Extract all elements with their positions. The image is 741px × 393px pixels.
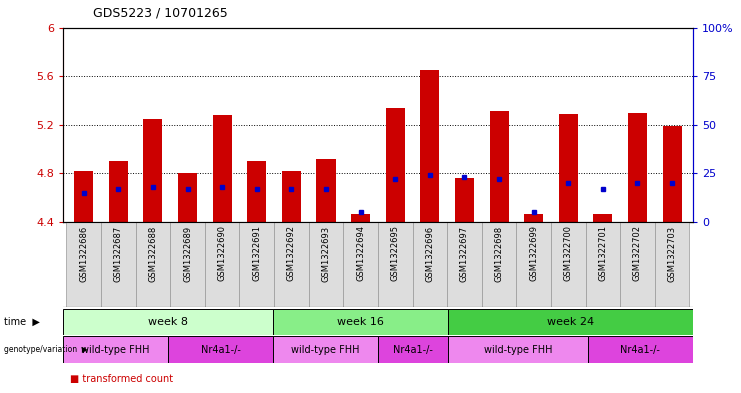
Text: GSM1322701: GSM1322701 [598,226,608,281]
Bar [136,222,170,307]
Text: GSM1322693: GSM1322693 [322,226,330,281]
Text: GSM1322690: GSM1322690 [218,226,227,281]
Text: GSM1322689: GSM1322689 [183,226,192,281]
Bar [309,222,343,307]
Bar [67,222,101,307]
Bar [662,126,682,222]
Bar [420,70,439,222]
Text: time  ▶: time ▶ [4,317,39,327]
Bar [213,115,232,222]
Text: GSM1322699: GSM1322699 [529,226,538,281]
Text: GSM1322691: GSM1322691 [252,226,262,281]
Bar [205,222,239,307]
Bar [620,222,655,307]
Text: wild-type FHH: wild-type FHH [484,345,552,355]
Text: GSM1322700: GSM1322700 [564,226,573,281]
Text: GSM1322687: GSM1322687 [114,226,123,282]
Bar [168,336,273,363]
Bar [63,309,273,335]
Text: genotype/variation  ▶: genotype/variation ▶ [4,345,87,354]
Bar [588,336,693,363]
Bar [448,336,588,363]
Bar [386,108,405,222]
Text: GSM1322688: GSM1322688 [148,226,158,282]
Bar [655,222,689,307]
Text: GSM1322695: GSM1322695 [391,226,399,281]
Text: week 16: week 16 [337,317,384,327]
Bar [74,171,93,222]
Bar [109,161,128,222]
Bar [559,114,578,222]
Bar [282,171,301,222]
Text: GSM1322686: GSM1322686 [79,226,88,282]
Bar [351,213,370,222]
Bar [247,161,266,222]
Text: Nr4a1-/-: Nr4a1-/- [201,345,240,355]
Bar [455,178,474,222]
Bar [273,309,448,335]
Bar [551,222,585,307]
Text: GSM1322698: GSM1322698 [494,226,504,281]
Text: Nr4a1-/-: Nr4a1-/- [393,345,433,355]
Bar [170,222,205,307]
Bar [378,222,413,307]
Text: week 8: week 8 [148,317,188,327]
Bar [524,213,543,222]
Text: GSM1322703: GSM1322703 [668,226,677,281]
Text: GSM1322697: GSM1322697 [460,226,469,281]
Bar [273,336,378,363]
Bar [482,222,516,307]
Bar [413,222,447,307]
Text: wild-type FHH: wild-type FHH [82,345,150,355]
Bar [448,309,693,335]
Bar [316,159,336,222]
Bar [490,111,508,222]
Text: GSM1322702: GSM1322702 [633,226,642,281]
Bar [274,222,309,307]
Text: GSM1322696: GSM1322696 [425,226,434,281]
Text: Nr4a1-/-: Nr4a1-/- [620,345,660,355]
Bar [378,336,448,363]
Bar [178,173,197,222]
Bar [628,113,647,222]
Text: week 24: week 24 [547,317,594,327]
Text: wild-type FHH: wild-type FHH [291,345,359,355]
Bar [585,222,620,307]
Bar [343,222,378,307]
Bar [239,222,274,307]
Text: GDS5223 / 10701265: GDS5223 / 10701265 [93,7,227,20]
Bar [101,222,136,307]
Bar [516,222,551,307]
Bar [447,222,482,307]
Bar [144,119,162,222]
Text: GSM1322694: GSM1322694 [356,226,365,281]
Text: GSM1322692: GSM1322692 [287,226,296,281]
Text: ■ transformed count: ■ transformed count [70,374,173,384]
Bar [63,336,168,363]
Bar [594,213,612,222]
